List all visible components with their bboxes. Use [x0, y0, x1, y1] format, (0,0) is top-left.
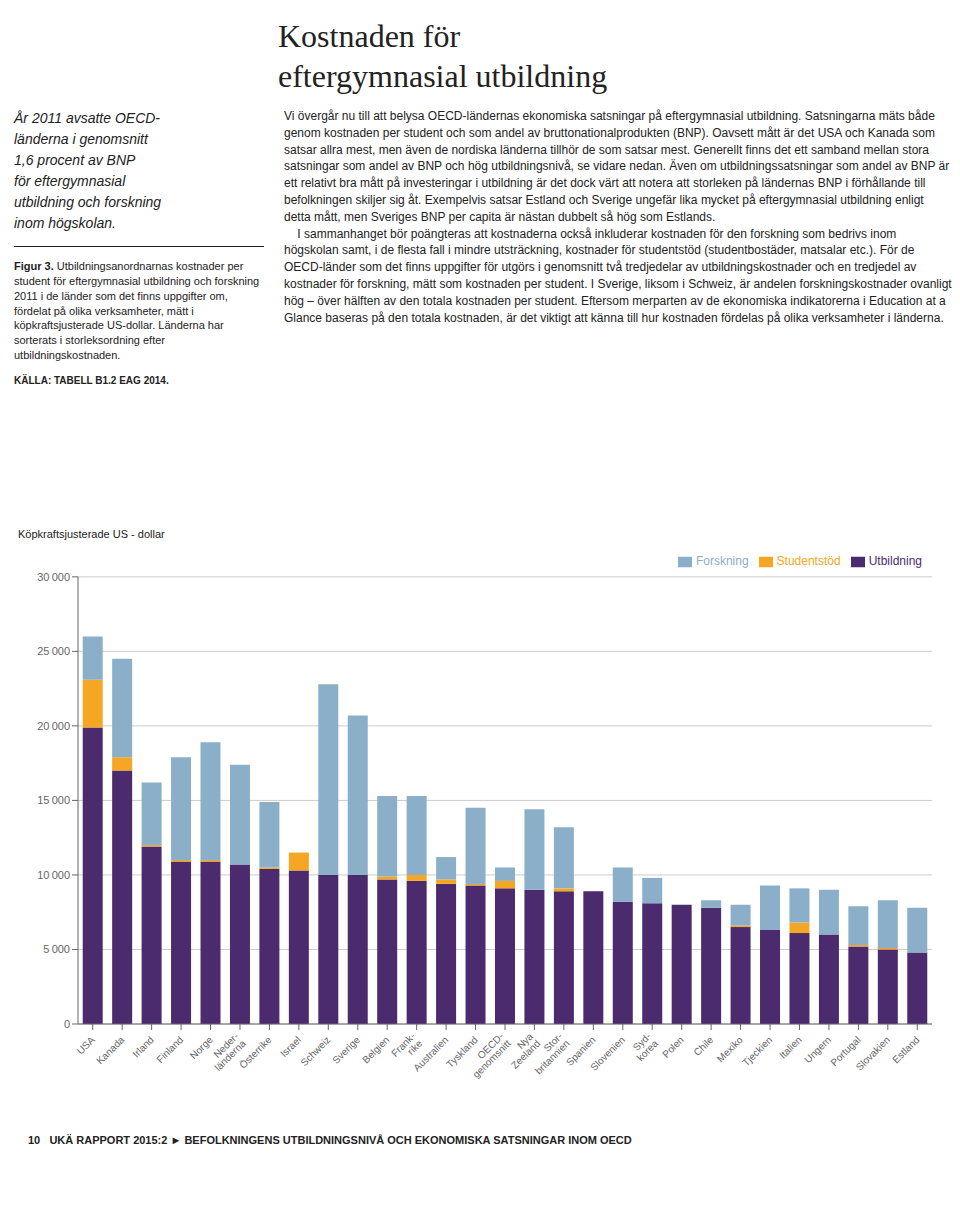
svg-text:25 000: 25 000 — [37, 645, 70, 657]
svg-text:15 000: 15 000 — [37, 794, 70, 806]
svg-text:Tyskland: Tyskland — [444, 1034, 480, 1070]
svg-text:Slovakien: Slovakien — [854, 1034, 892, 1072]
svg-text:Syd-korea: Syd-korea — [627, 1030, 660, 1063]
svg-text:Stor-britannien: Stor-britannien — [526, 1031, 572, 1077]
svg-text:Israel: Israel — [278, 1034, 303, 1059]
svg-text:10 000: 10 000 — [37, 869, 70, 881]
svg-text:Belgien: Belgien — [360, 1034, 391, 1065]
svg-text:Estland: Estland — [890, 1034, 921, 1065]
svg-text:Italien: Italien — [777, 1034, 804, 1061]
svg-text:Irland: Irland — [130, 1034, 155, 1059]
svg-text:Finland: Finland — [154, 1034, 185, 1065]
svg-text:USA: USA — [75, 1034, 98, 1057]
svg-text:20 000: 20 000 — [37, 720, 70, 732]
svg-text:0: 0 — [64, 1018, 70, 1030]
svg-text:Australien: Australien — [411, 1034, 450, 1073]
svg-text:OECD-genomsnitt: OECD-genomsnitt — [463, 1030, 513, 1080]
svg-text:5 000: 5 000 — [43, 943, 70, 955]
svg-text:Tjeckien: Tjeckien — [740, 1034, 774, 1068]
svg-text:Chile: Chile — [691, 1034, 715, 1058]
svg-text:30 000: 30 000 — [37, 571, 70, 583]
svg-text:Norge: Norge — [188, 1034, 215, 1061]
svg-text:Schweiz: Schweiz — [298, 1034, 332, 1068]
svg-text:Sverige: Sverige — [330, 1034, 362, 1066]
svg-text:Slovenien: Slovenien — [588, 1034, 627, 1073]
svg-text:Kanada: Kanada — [94, 1034, 126, 1066]
svg-text:Polen: Polen — [660, 1034, 686, 1060]
svg-text:Österrike: Österrike — [237, 1034, 274, 1071]
